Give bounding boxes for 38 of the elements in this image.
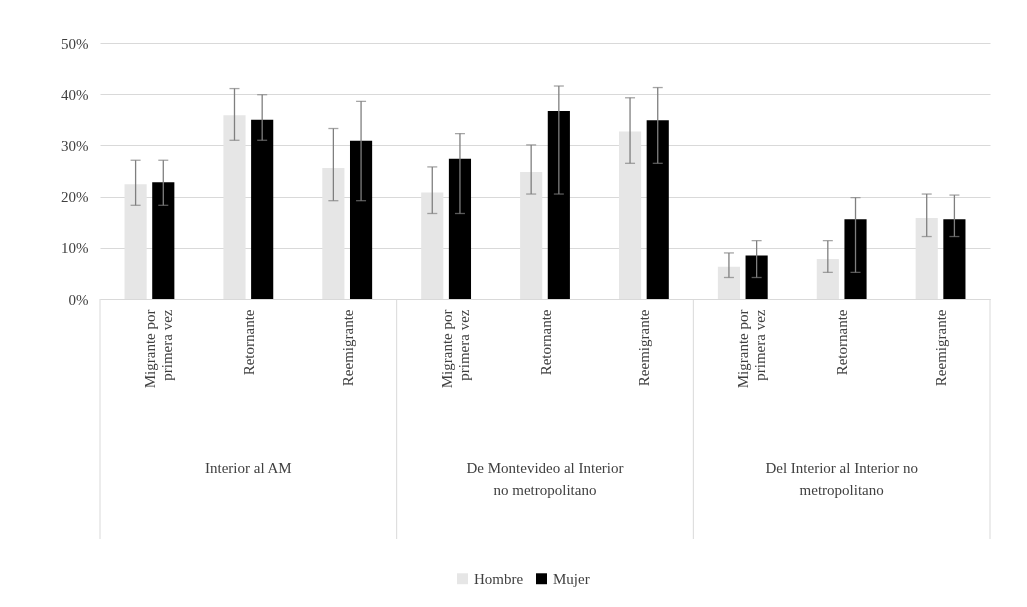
bar — [448, 158, 472, 299]
bar — [322, 167, 345, 299]
bar — [717, 266, 741, 299]
bar — [349, 140, 373, 299]
bar — [223, 115, 246, 299]
text: Del Interior al Interior no metropolitano — [765, 460, 918, 498]
legend-label: Mujer — [553, 570, 590, 587]
x-tick-label: Retornante — [834, 309, 851, 376]
y-tick-label: 10% — [61, 240, 89, 257]
bar — [152, 182, 175, 299]
y-tick-label: 50% — [61, 35, 89, 52]
x-tick-label: Migrante por primera vez — [438, 309, 472, 389]
bar — [618, 131, 642, 299]
x-tick-label: Reemigrante — [933, 309, 950, 387]
bar — [124, 184, 147, 299]
x-tick-label: Retornante — [537, 309, 554, 376]
x-tick-label: Migrante por primera vez — [735, 309, 769, 389]
y-tick-label: 30% — [61, 137, 89, 154]
bar — [646, 120, 669, 299]
bar — [520, 172, 543, 299]
x-tick-label: Retornante — [240, 309, 257, 376]
bar — [251, 119, 274, 299]
bar — [745, 255, 768, 299]
bar — [915, 218, 938, 299]
bar — [816, 259, 839, 299]
x-tick-label: Reemigrante — [339, 309, 356, 387]
y-tick-label: 0% — [68, 291, 89, 308]
text: Interior al AM — [205, 460, 292, 476]
bar — [421, 192, 444, 299]
legend-label: Hombre — [474, 570, 524, 587]
y-tick-label: 40% — [61, 86, 89, 103]
y-tick-label: 20% — [61, 189, 89, 206]
x-tick-label: Migrante por primera vez — [141, 309, 175, 389]
text: De Montevideo al Interior no metropolitano — [466, 460, 624, 498]
bar — [547, 111, 570, 299]
bar — [943, 219, 966, 299]
x-tick-label: Reemigrante — [636, 309, 653, 387]
bar — [844, 219, 867, 299]
